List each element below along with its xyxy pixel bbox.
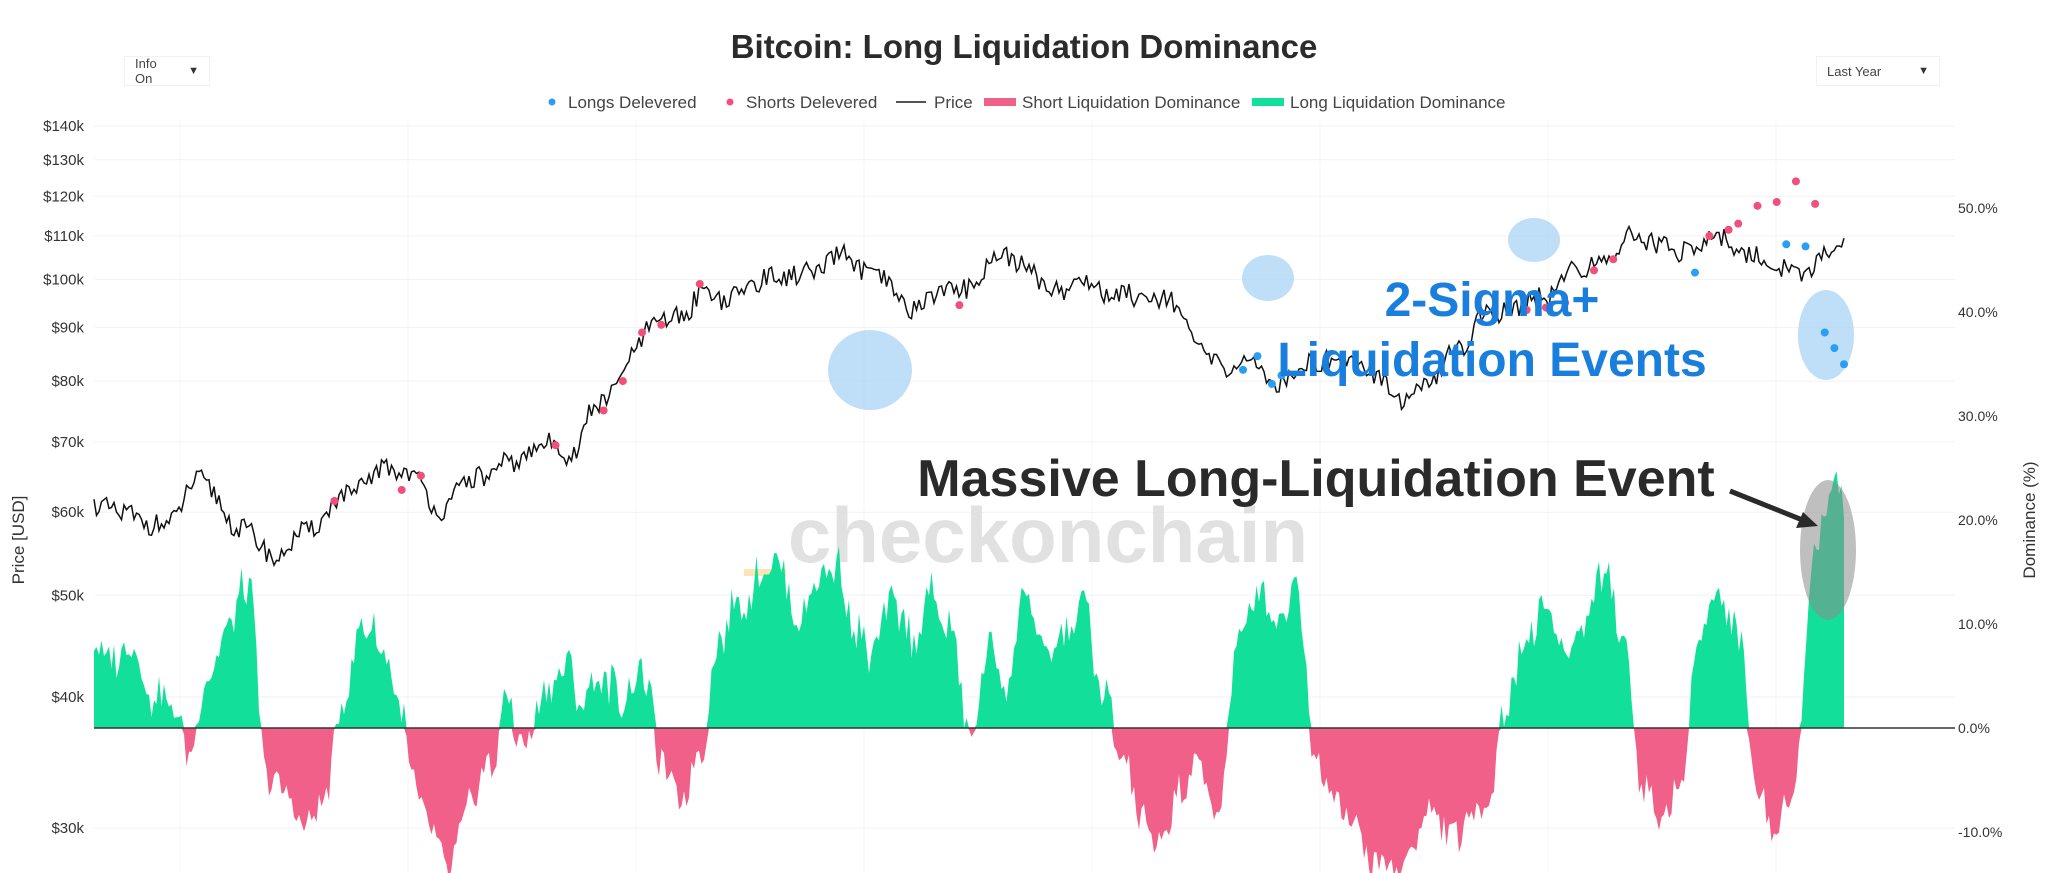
short-delever-dot — [397, 485, 406, 494]
legend-label: Shorts Delevered — [746, 93, 877, 112]
axes: $30k $40k $50k $60k $70k $80k $90k $100k $110k $1… — [9, 118, 2039, 840]
sigma-event-highlight — [1508, 218, 1560, 262]
legend-label: Price — [934, 93, 973, 112]
long-delever-dot — [1253, 352, 1262, 361]
short-delever-dot — [599, 406, 608, 415]
price-axis-label: Price [USD] — [9, 496, 28, 585]
long-delever-dot — [1239, 365, 1248, 374]
chevron-down-icon: ▼ — [1918, 65, 1929, 77]
short-delever-dot — [1541, 303, 1550, 312]
price-tick-label: $110k — [44, 228, 84, 245]
chart-title: Bitcoin: Long Liquidation Dominance — [730, 28, 1318, 65]
short-delever-dot — [1753, 201, 1762, 210]
price-tick-label: $100k — [43, 271, 84, 288]
short-delever-dot — [1791, 177, 1800, 186]
legend-marker-dot — [726, 98, 734, 106]
legend-label: Long Liquidation Dominance — [1290, 93, 1506, 112]
annotation-arrow — [1729, 488, 1818, 528]
short-delever-dot — [1734, 219, 1743, 228]
long-delever-dot — [1782, 240, 1791, 249]
dominance-tick-label: 20.0% — [1958, 512, 1998, 528]
sigma-event-highlight — [828, 330, 912, 410]
annotations: 2-Sigma+ Liquidation Events Massive Long… — [917, 274, 1818, 528]
sigma-event-highlight — [1242, 255, 1294, 301]
dominance-tick-label: 40.0% — [1958, 304, 1998, 320]
long-delever-dot — [1690, 268, 1699, 277]
long-delever-dot — [1801, 242, 1810, 251]
price-tick-label: $70k — [51, 434, 84, 451]
annotation-2-sigma-line2: Liquidation Events — [1277, 334, 1706, 387]
legend-label: Longs Delevered — [568, 93, 697, 112]
long-delever-dot — [1820, 328, 1829, 337]
short-delever-dot — [330, 496, 339, 505]
watermark: checkonchain — [788, 491, 1308, 579]
period-select-dropdown[interactable]: Last Year ▼ — [1816, 56, 1940, 86]
dominance-tick-label: 30.0% — [1958, 408, 1998, 424]
long-delever-dot — [1267, 379, 1276, 388]
price-tick-label: $30k — [51, 820, 84, 837]
chevron-down-icon: ▼ — [188, 65, 199, 77]
price-tick-label: $130k — [43, 152, 84, 169]
short-delever-dot — [1590, 266, 1598, 275]
legend-marker-bar — [984, 98, 1016, 106]
legend-marker-bar — [1252, 98, 1284, 106]
price-tick-label: $40k — [51, 689, 84, 706]
short-delever-dot — [695, 279, 704, 288]
watermark-layer: checkonchain — [744, 491, 1308, 579]
info-toggle-dropdown[interactable]: Info On ▼ — [124, 56, 210, 86]
price-tick-label: $90k — [51, 319, 84, 336]
long-delever-dot — [1840, 360, 1848, 369]
dominance-tick-label: -10.0% — [1958, 824, 2002, 840]
short-delever-dot — [1811, 199, 1820, 208]
annotation-2-sigma-line1: 2-Sigma+ — [1385, 274, 1600, 327]
massive-event-highlight — [1800, 480, 1856, 620]
short-delever-dot — [1705, 231, 1714, 240]
price-tick-label: $50k — [51, 587, 84, 604]
dominance-tick-label: 10.0% — [1958, 616, 1998, 632]
legend-label: Short Liquidation Dominance — [1022, 93, 1240, 112]
long-delever-dot — [1277, 371, 1286, 380]
dominance-tick-label: 0.0% — [1958, 720, 1990, 736]
legend-marker-dot — [548, 98, 556, 106]
info-toggle-label: Info On — [135, 56, 157, 86]
short-delever-dot — [1561, 298, 1570, 307]
short-delever-dot — [618, 377, 627, 386]
price-tick-label: $120k — [43, 188, 84, 205]
grid — [94, 120, 1955, 873]
short-liquidation-area — [94, 728, 1844, 873]
short-delever-dot — [657, 320, 666, 329]
price-tick-label: $80k — [51, 373, 84, 390]
short-delever-dot — [955, 301, 964, 310]
price-tick-label: $140k — [43, 118, 84, 135]
price-tick-label: $60k — [51, 504, 84, 521]
price-series-layer — [93, 224, 1845, 568]
legend: Longs Delevered Shorts Delevered Price Shor… — [548, 93, 1506, 112]
price-line — [93, 224, 1845, 568]
dominance-axis-label: Dominance (%) — [2020, 461, 2039, 578]
long-delever-dot — [1830, 344, 1839, 353]
short-delever-dot — [1724, 225, 1733, 234]
short-delever-dot — [638, 328, 647, 337]
dominance-tick-label: 50.0% — [1958, 200, 1998, 216]
short-delever-dot — [551, 441, 560, 450]
short-delever-dot — [416, 471, 425, 480]
watermark-accent — [744, 569, 786, 576]
annotation-massive-event: Massive Long-Liquidation Event — [917, 450, 1714, 508]
short-delever-dot — [1772, 197, 1781, 206]
dominance-areas — [94, 471, 1844, 873]
delever-dots-layer — [330, 177, 1848, 505]
period-select-label: Last Year — [1827, 63, 1882, 79]
short-delever-dot — [1609, 255, 1618, 264]
short-delever-dot — [1522, 305, 1531, 314]
